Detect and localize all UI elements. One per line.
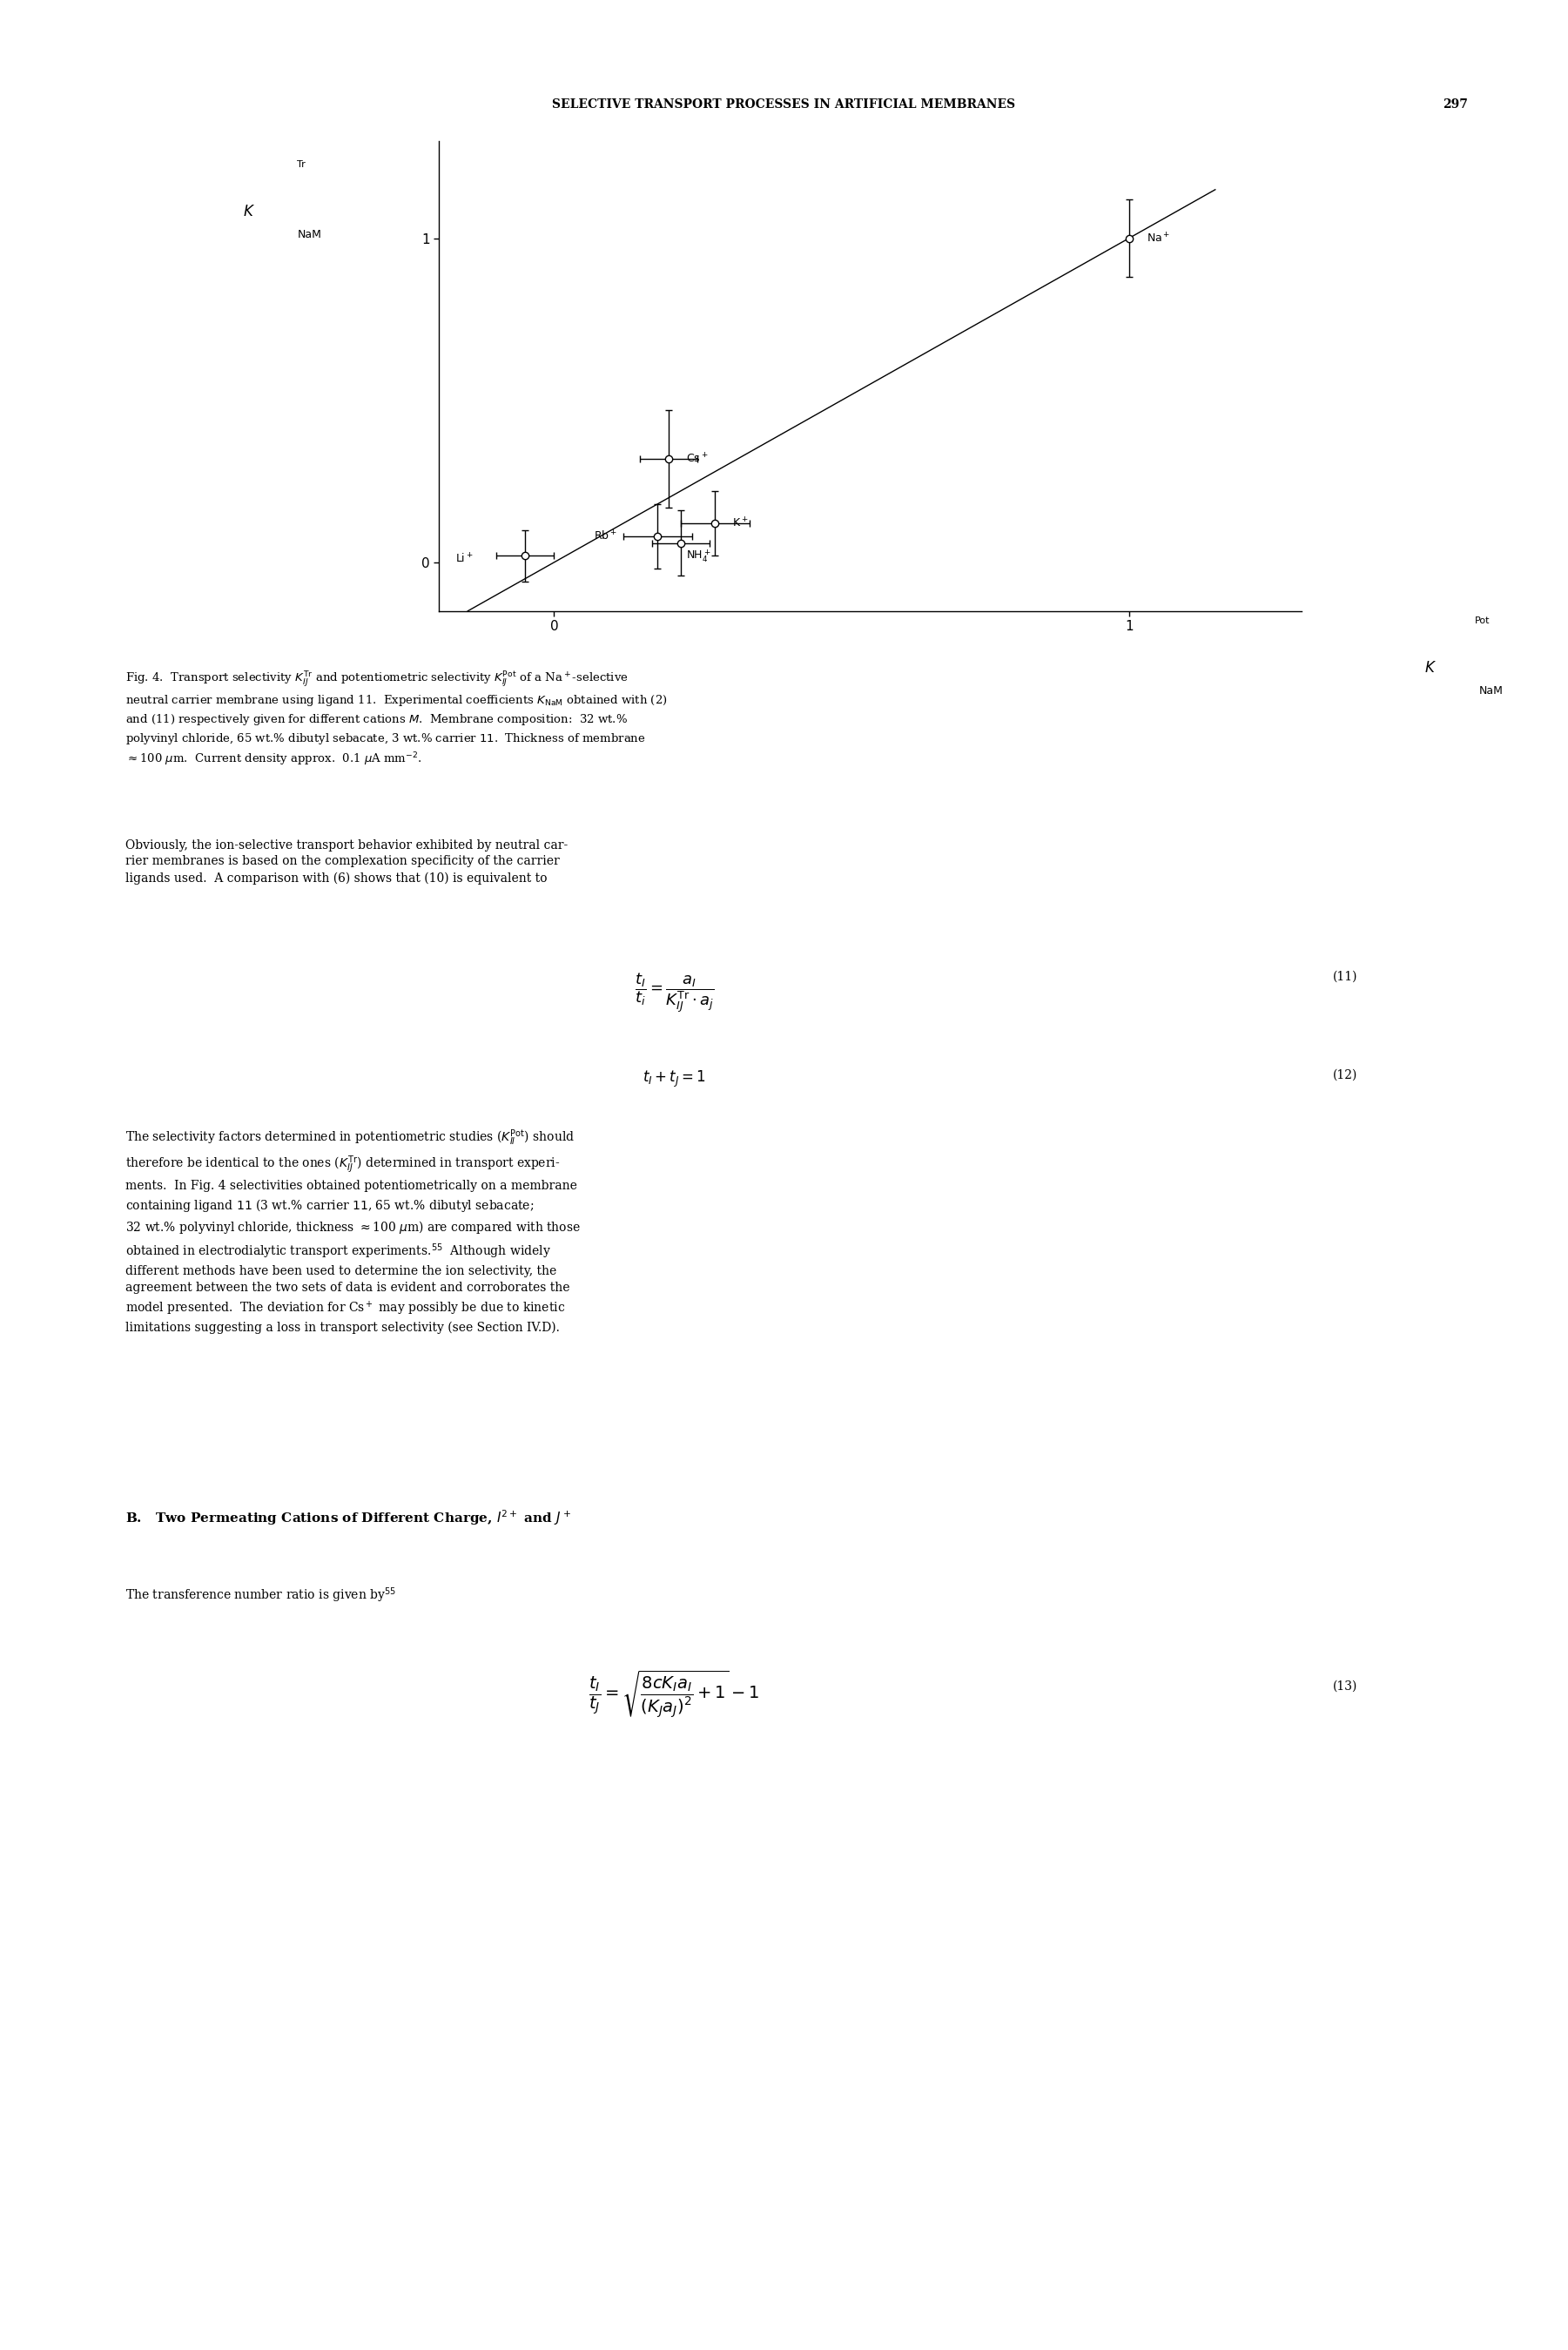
Text: NH$_4^+$: NH$_4^+$ [687, 548, 710, 564]
Text: B.   Two Permeating Cations of Different Charge, $I^{2+}$ and $J^+$: B. Two Permeating Cations of Different C… [125, 1509, 571, 1528]
Text: $t_I + t_J = 1$: $t_I + t_J = 1$ [643, 1069, 706, 1090]
Text: The selectivity factors determined in potentiometric studies ($K_{II}^{\mathrm{P: The selectivity factors determined in po… [125, 1128, 580, 1335]
Text: NaM: NaM [1479, 686, 1504, 696]
Text: Obviously, the ion-selective transport behavior exhibited by neutral car-
rier m: Obviously, the ion-selective transport b… [125, 839, 568, 884]
Text: $\dfrac{t_I}{t_J} = \sqrt{\dfrac{8cK_I a_I}{(K_J a_J)^2} + 1} - 1$: $\dfrac{t_I}{t_J} = \sqrt{\dfrac{8cK_I a… [590, 1668, 759, 1720]
Text: K$^+$: K$^+$ [732, 517, 748, 531]
Text: Tr: Tr [296, 160, 306, 169]
Text: Rb$^+$: Rb$^+$ [594, 529, 618, 543]
Text: SELECTIVE TRANSPORT PROCESSES IN ARTIFICIAL MEMBRANES: SELECTIVE TRANSPORT PROCESSES IN ARTIFIC… [552, 99, 1016, 110]
Text: Pot: Pot [1475, 616, 1490, 625]
Text: 297: 297 [1443, 99, 1468, 110]
Text: $K$: $K$ [243, 204, 256, 219]
Text: The transference number ratio is given by$^{55}$: The transference number ratio is given b… [125, 1586, 397, 1605]
Text: $K$: $K$ [1425, 660, 1436, 674]
Text: NaM: NaM [298, 230, 321, 240]
Text: (11): (11) [1333, 971, 1358, 982]
Text: Na$^+$: Na$^+$ [1146, 233, 1170, 244]
Text: Fig. 4.  Transport selectivity $K_{IJ}^{\mathrm{Tr}}$ and potentiometric selecti: Fig. 4. Transport selectivity $K_{IJ}^{\… [125, 670, 668, 768]
Text: $\dfrac{t_I}{t_i} = \dfrac{a_I}{K_{IJ}^{\mathrm{Tr}} \cdot a_j}$: $\dfrac{t_I}{t_i} = \dfrac{a_I}{K_{IJ}^{… [635, 971, 713, 1015]
Text: Li$^+$: Li$^+$ [456, 552, 474, 566]
Text: (12): (12) [1333, 1069, 1358, 1081]
Text: Cs$^+$: Cs$^+$ [687, 451, 709, 465]
Text: (13): (13) [1333, 1680, 1358, 1692]
